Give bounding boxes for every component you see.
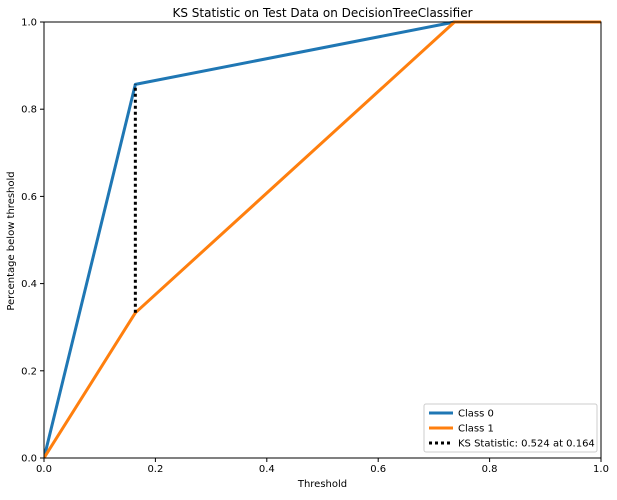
legend-box [423,403,598,453]
legend-label: Class 1 [458,424,494,435]
x-tick-label: 0.6 [370,464,386,475]
legend-label: Class 0 [458,409,494,420]
y-tick-label: 0.8 [21,105,37,116]
legend-label: KS Statistic: 0.524 at 0.164 [458,439,595,450]
chart-title: KS Statistic on Test Data on DecisionTre… [172,6,472,20]
x-tick-label: 0.4 [259,464,275,475]
y-tick-label: 0.4 [21,279,37,290]
axes-frame [43,21,602,459]
y-tick-label: 0.2 [21,366,37,377]
x-tick-label: 0.2 [147,464,163,475]
x-tick-label: 0.8 [482,464,498,475]
x-axis-label: Threshold [297,479,347,490]
plot-area: 0.0 0.2 0.4 0.6 0.8 1.0 0.0 0.2 0.4 0.6 0.8 1.0 Clas… [21,18,609,476]
y-axis-label: Percentage below threshold [6,171,17,310]
y-tick-label: 1.0 [21,18,37,29]
y-tick-label: 0.6 [21,192,37,203]
y-tick-label: 0.0 [21,454,37,465]
x-tick-label: 1.0 [593,464,609,475]
x-tick-label: 0.0 [36,464,52,475]
